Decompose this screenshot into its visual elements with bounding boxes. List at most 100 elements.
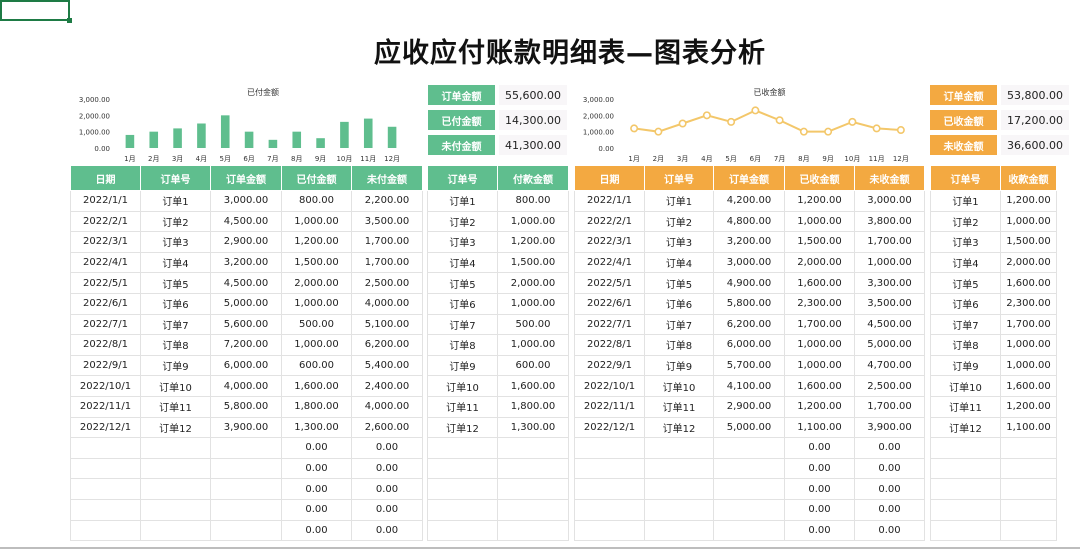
table-cell[interactable] xyxy=(644,498,714,521)
table-cell[interactable]: 订单8 xyxy=(644,334,714,356)
table-cell[interactable] xyxy=(644,519,714,542)
table-cell[interactable]: 2022/10/1 xyxy=(574,375,645,397)
table-cell[interactable] xyxy=(930,519,1001,542)
table-cell[interactable]: 0.00 xyxy=(784,437,855,459)
table-cell[interactable]: 订单1 xyxy=(930,190,1001,212)
table-cell[interactable]: 800.00 xyxy=(497,190,569,212)
table-cell[interactable]: 2,200.00 xyxy=(351,190,423,212)
table-cell[interactable] xyxy=(497,457,569,480)
table-cell[interactable]: 500.00 xyxy=(281,313,352,336)
table-cell[interactable]: 订单1 xyxy=(644,190,714,212)
table-cell[interactable] xyxy=(713,457,785,480)
table-cell[interactable]: 1,100.00 xyxy=(1000,416,1057,439)
table-cell[interactable]: 1,000.00 xyxy=(281,292,352,315)
table-cell[interactable]: 订单12 xyxy=(427,416,498,439)
table-cell[interactable] xyxy=(427,457,498,480)
table-cell[interactable]: 2022/8/1 xyxy=(70,334,141,356)
table-cell[interactable] xyxy=(930,478,1001,500)
table-cell[interactable]: 2022/3/1 xyxy=(70,231,141,253)
table-cell[interactable]: 1,000.00 xyxy=(1000,210,1057,233)
table-cell[interactable]: 订单9 xyxy=(140,354,211,377)
table-cell[interactable] xyxy=(497,437,569,459)
table-cell[interactable]: 1,000.00 xyxy=(497,210,569,233)
table-cell[interactable]: 5,700.00 xyxy=(713,354,785,377)
table-cell[interactable]: 2,600.00 xyxy=(351,416,423,439)
table-cell[interactable]: 订单6 xyxy=(427,292,498,315)
table-cell[interactable] xyxy=(1000,457,1057,480)
table-cell[interactable]: 订单10 xyxy=(644,375,714,397)
table-cell[interactable]: 4,200.00 xyxy=(713,190,785,212)
table-cell[interactable] xyxy=(70,498,141,521)
table-cell[interactable]: 3,900.00 xyxy=(210,416,282,439)
column-header[interactable]: 付款金额 xyxy=(497,165,569,191)
table-cell[interactable]: 1,600.00 xyxy=(784,375,855,397)
table-cell[interactable]: 订单5 xyxy=(427,272,498,294)
table-cell[interactable] xyxy=(140,519,211,542)
table-cell[interactable]: 2022/12/1 xyxy=(574,416,645,439)
table-cell[interactable]: 4,000.00 xyxy=(351,395,423,418)
table-cell[interactable]: 3,000.00 xyxy=(210,190,282,212)
table-cell[interactable] xyxy=(713,498,785,521)
table-cell[interactable]: 4,500.00 xyxy=(210,210,282,233)
table-cell[interactable] xyxy=(574,457,645,480)
table-cell[interactable]: 订单8 xyxy=(930,334,1001,356)
table-cell[interactable] xyxy=(644,457,714,480)
table-cell[interactable]: 订单3 xyxy=(644,231,714,253)
paid-amount-bar-chart[interactable]: 已付金额 3,000.00 2,000.00 1,000.00 0.00 1月 2月 3月 4月… xyxy=(70,82,410,166)
table-cell[interactable] xyxy=(210,478,282,500)
table-cell[interactable]: 5,800.00 xyxy=(210,395,282,418)
table-cell[interactable] xyxy=(574,437,645,459)
table-cell[interactable]: 2022/7/1 xyxy=(70,313,141,336)
table-cell[interactable]: 1,700.00 xyxy=(351,231,423,253)
payment-table[interactable]: 订单号 付款金额 订单1 800.00 订单2 1,000.00 订单3 1,200.00 订单… xyxy=(427,165,569,542)
table-cell[interactable]: 2,300.00 xyxy=(1000,292,1057,315)
table-cell[interactable] xyxy=(644,478,714,500)
table-cell[interactable]: 1,200.00 xyxy=(1000,395,1057,418)
table-cell[interactable]: 2022/9/1 xyxy=(574,354,645,377)
table-cell[interactable]: 1,000.00 xyxy=(281,210,352,233)
table-cell[interactable]: 0.00 xyxy=(854,437,925,459)
table-cell[interactable]: 0.00 xyxy=(281,498,352,521)
table-cell[interactable]: 1,500.00 xyxy=(1000,231,1057,253)
table-cell[interactable] xyxy=(574,519,645,542)
table-cell[interactable]: 订单3 xyxy=(427,231,498,253)
table-cell[interactable]: 5,400.00 xyxy=(351,354,423,377)
receivable-detail-table[interactable]: 日期 订单号 订单金额 已收金额 未收金额 2022/1/1 订单1 4,200.00 1,20… xyxy=(574,165,925,542)
selected-cell[interactable] xyxy=(0,0,70,21)
table-cell[interactable]: 1,800.00 xyxy=(497,395,569,418)
table-cell[interactable]: 2,300.00 xyxy=(784,292,855,315)
table-cell[interactable]: 0.00 xyxy=(784,519,855,542)
table-cell[interactable]: 订单10 xyxy=(427,375,498,397)
table-cell[interactable]: 订单12 xyxy=(140,416,211,439)
table-cell[interactable]: 1,200.00 xyxy=(1000,190,1057,212)
column-header[interactable]: 日期 xyxy=(574,165,645,191)
table-cell[interactable] xyxy=(930,437,1001,459)
table-cell[interactable]: 订单3 xyxy=(140,231,211,253)
table-cell[interactable]: 0.00 xyxy=(784,457,855,480)
table-cell[interactable]: 订单8 xyxy=(140,334,211,356)
table-cell[interactable]: 4,000.00 xyxy=(210,375,282,397)
table-cell[interactable]: 4,500.00 xyxy=(210,272,282,294)
table-cell[interactable]: 1,500.00 xyxy=(281,251,352,274)
table-cell[interactable]: 订单4 xyxy=(644,251,714,274)
fill-handle[interactable] xyxy=(67,18,72,23)
table-cell[interactable]: 4,500.00 xyxy=(854,313,925,336)
table-cell[interactable]: 订单1 xyxy=(140,190,211,212)
payable-detail-table[interactable]: 日期 订单号 订单金额 已付金额 未付金额 2022/1/1 订单1 3,000.00 800.… xyxy=(70,165,423,542)
table-cell[interactable]: 订单9 xyxy=(427,354,498,377)
table-cell[interactable]: 订单7 xyxy=(930,313,1001,336)
table-cell[interactable]: 订单7 xyxy=(644,313,714,336)
table-cell[interactable]: 1,700.00 xyxy=(854,395,925,418)
table-cell[interactable]: 1,600.00 xyxy=(497,375,569,397)
table-cell[interactable] xyxy=(497,478,569,500)
table-cell[interactable]: 2022/7/1 xyxy=(574,313,645,336)
table-cell[interactable]: 1,600.00 xyxy=(1000,375,1057,397)
table-cell[interactable]: 2,000.00 xyxy=(497,272,569,294)
table-cell[interactable]: 0.00 xyxy=(854,498,925,521)
table-cell[interactable]: 1,000.00 xyxy=(281,334,352,356)
table-cell[interactable]: 1,200.00 xyxy=(784,190,855,212)
table-cell[interactable]: 5,000.00 xyxy=(713,416,785,439)
table-cell[interactable]: 2022/8/1 xyxy=(574,334,645,356)
table-cell[interactable]: 订单12 xyxy=(930,416,1001,439)
column-header[interactable]: 已付金额 xyxy=(281,165,352,191)
